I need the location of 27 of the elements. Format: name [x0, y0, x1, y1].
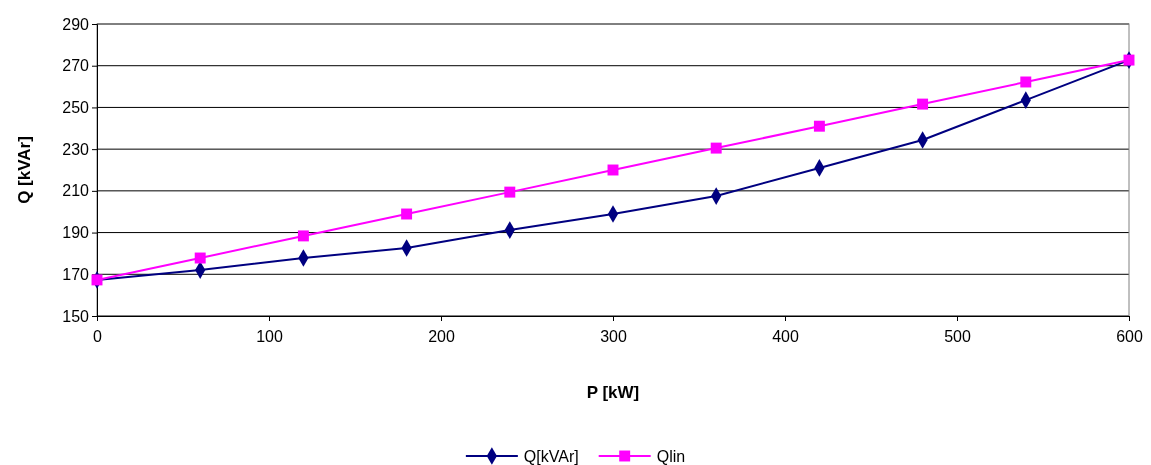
legend-label: Q[kVAr] — [523, 447, 579, 465]
x-tick-label: 400 — [772, 327, 799, 345]
y-axis-title: Q [kVAr] — [15, 136, 34, 204]
y-tick-label: 250 — [62, 99, 90, 117]
y-tick-label: 170 — [62, 265, 90, 283]
y-tick-label: 270 — [62, 57, 90, 75]
x-tick-label: 0 — [93, 327, 103, 345]
point — [297, 230, 309, 242]
y-tick-label: 290 — [62, 15, 90, 33]
legend-label: Qlin — [656, 447, 686, 465]
point — [710, 142, 722, 154]
point — [194, 252, 206, 264]
x-tick-label: 200 — [428, 327, 455, 345]
y-tick-label: 230 — [62, 140, 90, 158]
y-tick-label: 210 — [62, 182, 90, 200]
x-axis-title: P [kW] — [586, 383, 640, 402]
point — [401, 208, 413, 220]
point — [1020, 76, 1032, 88]
x-tick-label: 100 — [256, 327, 283, 345]
x-tick-label: 500 — [944, 327, 971, 345]
y-tick-label: 150 — [62, 307, 90, 325]
x-tick-label: 600 — [1116, 327, 1143, 345]
y-tick-label: 190 — [62, 224, 90, 242]
point — [504, 186, 516, 198]
point — [917, 98, 929, 110]
x-tick-label: 300 — [600, 327, 627, 345]
point — [813, 120, 825, 132]
